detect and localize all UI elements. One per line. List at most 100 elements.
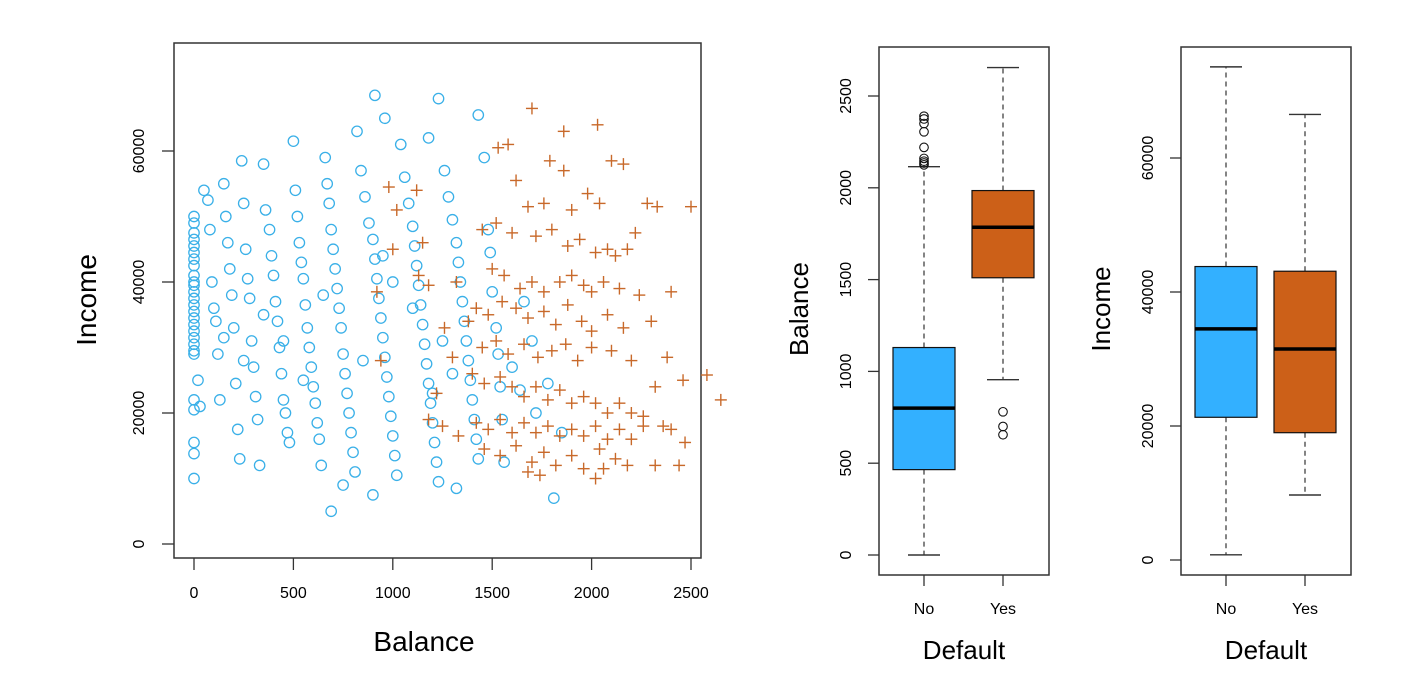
scatter-point-yes — [617, 158, 630, 171]
scatter-point-no — [373, 292, 385, 305]
scatter-point-no — [355, 164, 367, 177]
scatter-point-no — [436, 335, 449, 347]
scatter-point-no — [416, 318, 429, 331]
scatter-point-yes — [537, 305, 550, 318]
scatter-y-tick-label: 20000 — [131, 391, 148, 436]
scatter-point-yes — [673, 459, 686, 472]
scatter-point-no — [271, 315, 284, 328]
scatter-point-no — [237, 354, 250, 367]
scatter-point-no — [249, 390, 262, 403]
scatter-point-yes — [529, 380, 542, 393]
scatter-point-no — [438, 164, 451, 177]
scatter-point-no — [382, 390, 395, 403]
scatter-point-no — [188, 279, 200, 292]
scatter-point-yes — [502, 138, 515, 151]
scatter-point-yes — [506, 226, 519, 239]
scatter-point-no — [188, 305, 200, 318]
scatter-point-yes — [452, 429, 465, 442]
scatter-point-no — [188, 259, 200, 272]
scatter-point-yes — [543, 154, 556, 167]
scatter-point-yes — [601, 407, 614, 419]
balance-y-tick-label: 2500 — [838, 78, 855, 114]
scatter-point-no — [275, 367, 288, 380]
scatter-point-yes — [621, 243, 634, 256]
scatter-point-no — [257, 158, 270, 170]
scatter-point-no — [378, 112, 391, 125]
scatter-point-yes — [601, 433, 614, 446]
balance-x-tick-label: No — [914, 601, 935, 618]
outlier-point — [919, 118, 929, 129]
scatter-point-yes — [665, 285, 678, 298]
scatter-point-yes — [525, 276, 538, 288]
scatter-point-yes — [510, 439, 523, 452]
scatter-point-yes — [518, 390, 531, 403]
income-box-yes — [1273, 113, 1337, 496]
scatter-point-no — [188, 312, 200, 324]
scatter-point-no — [341, 387, 353, 400]
scatter-point-yes — [677, 374, 690, 387]
scatter-point-yes — [559, 338, 572, 351]
scatter-point-yes — [549, 318, 562, 331]
scatter-point-yes — [661, 351, 674, 364]
scatter-point-yes — [589, 397, 602, 410]
balance-y-axis: 0 500 1000 1500 2000 2500 — [838, 78, 879, 559]
balance-y-tick-label: 500 — [838, 450, 855, 477]
scatter-point-no — [388, 449, 401, 462]
scatter-x-axis: 0 500 1000 1500 2000 2500 — [190, 558, 709, 602]
scatter-point-no — [492, 348, 505, 360]
scatter-point-no — [188, 394, 200, 406]
scatter-point-yes — [575, 315, 588, 328]
scatter-point-no — [231, 423, 244, 436]
scatter-point-no — [309, 397, 322, 410]
scatter-point-yes — [482, 423, 495, 436]
scatter-point-yes — [591, 118, 604, 131]
scatter-point-no — [217, 331, 230, 344]
scatter-point-no — [321, 177, 334, 190]
scatter-point-no — [408, 240, 421, 252]
scatter-point-yes — [593, 197, 606, 210]
scatter-point-no — [325, 223, 338, 236]
iqr-box — [1194, 265, 1258, 418]
scatter-point-no — [460, 335, 473, 347]
scatter-point-yes — [665, 423, 678, 436]
scatter-point-no — [307, 380, 320, 393]
scatter-point-yes — [386, 243, 399, 256]
scatter-point-no — [402, 197, 415, 210]
scatter-x-tick-label: 1000 — [375, 585, 411, 602]
scatter-point-yes — [470, 302, 483, 315]
outlier-point — [919, 156, 929, 167]
scatter-point-no — [295, 256, 308, 269]
scatter-point-no — [213, 394, 226, 406]
outlier-point — [998, 429, 1008, 440]
scatter-point-no — [367, 233, 379, 246]
scatter-point-no — [472, 109, 485, 121]
scatter-point-yes — [577, 429, 590, 442]
scatter-point-no — [188, 227, 200, 239]
scatter-point-no — [424, 397, 437, 410]
scatter-point-yes — [510, 174, 523, 187]
scatter-point-no — [468, 413, 481, 426]
scatter-point-no — [450, 236, 463, 249]
scatter-point-no — [293, 236, 306, 249]
income-y-tick-label: 40000 — [1140, 270, 1157, 315]
scatter-point-no — [221, 236, 234, 249]
scatter-point-no — [430, 456, 443, 468]
scatter-point-no — [287, 135, 300, 148]
scatter-point-no — [406, 220, 419, 233]
scatter-point-no — [297, 374, 310, 387]
scatter-point-no — [446, 367, 459, 380]
balance-boxplot-panel: 0 500 1000 1500 2000 2500 No Yes Default Balan… — [784, 46, 1050, 665]
scatter-point-yes — [597, 462, 610, 475]
scatter-point-no — [267, 269, 280, 282]
income-y-axis-title: Income — [1086, 266, 1116, 351]
scatter-point-yes — [577, 462, 590, 475]
scatter-point-yes — [577, 279, 590, 292]
scatter-point-yes — [585, 285, 598, 298]
balance-y-tick-label: 1500 — [838, 262, 855, 298]
outlier-point — [998, 406, 1008, 417]
scatter-point-no — [375, 312, 387, 324]
scatter-point-no — [335, 321, 347, 334]
scatter-point-yes — [605, 154, 618, 167]
scatter-point-yes — [521, 312, 534, 325]
scatter-point-yes — [613, 423, 626, 436]
